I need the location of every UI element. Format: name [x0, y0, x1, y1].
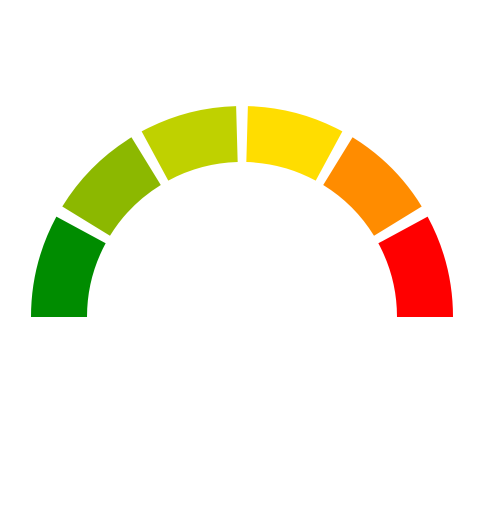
- gauge-segment-6: [378, 216, 453, 317]
- gauge-segment-5: [323, 137, 422, 236]
- gauge-segment-2: [62, 137, 161, 236]
- gauge-segment-1: [31, 216, 106, 317]
- gauge-segment-3: [141, 106, 238, 181]
- gauge-segment-4: [246, 106, 343, 181]
